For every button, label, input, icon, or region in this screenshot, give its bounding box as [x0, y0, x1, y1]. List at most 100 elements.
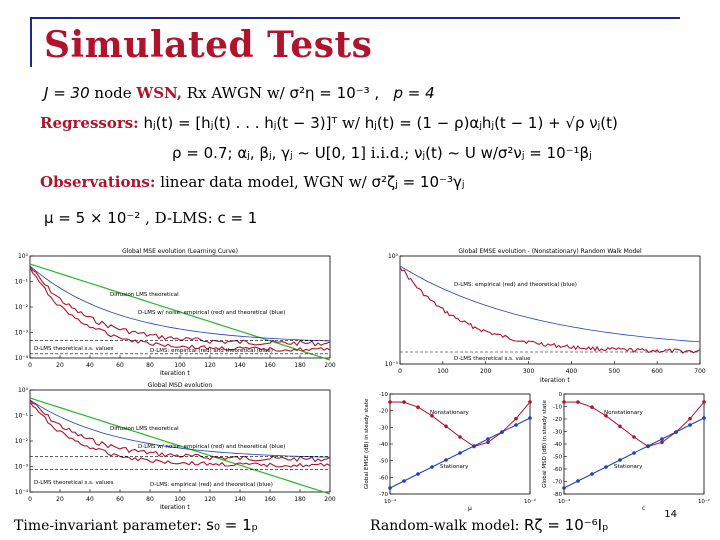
x-tick-label: 160: [264, 496, 276, 503]
annotation-ss: D-LMS theoretical s.s. values: [34, 346, 114, 352]
x-tick-label: 10⁻²: [524, 498, 536, 505]
x-tick-label: 200: [480, 368, 492, 375]
x-tick-label: 400: [566, 368, 578, 375]
setup-line-4: Observations: linear data model, WGN w/ …: [40, 173, 464, 191]
annotation-ss: D-LMS theoretical s.s. values: [34, 480, 114, 486]
y-tick-label: -50: [553, 455, 562, 461]
x-tick-label: 100: [174, 496, 186, 503]
x-tick-label: 100: [437, 368, 449, 375]
nu-distribution: νⱼ(t) ∼ U: [414, 144, 476, 162]
stationary-point: [632, 451, 636, 455]
stationary-point: [514, 423, 518, 427]
regressor-model: hⱼ(t) = (1 − ρ)αⱼhⱼ(t − 1) + √ρ νⱼ(t): [364, 114, 618, 132]
x-tick-label: 40: [86, 362, 94, 369]
wsn-label: WSN,: [136, 84, 183, 102]
annotation-ss: D-LMS theoretical s.s. value: [454, 356, 531, 362]
y-tick-label: 10⁻¹: [15, 413, 29, 420]
x-tick-label: 120: [204, 496, 216, 503]
y-tick-label: -20: [379, 409, 388, 415]
stationary-point: [500, 430, 504, 434]
y-tick-label: 10⁻⁴: [15, 489, 29, 496]
y-axis-label: Global EMSE (dB) in steady state: [364, 398, 370, 489]
x-tick-label: 200: [324, 362, 336, 369]
x-axis-label: Iteration t: [160, 370, 190, 376]
x-tick-label: 140: [234, 496, 246, 503]
x-tick-label: 0: [398, 368, 402, 375]
chart-title: Global MSE evolution (Learning Curve): [122, 248, 238, 255]
annotation-dlms: D-LMS: empirical (red) and theoretical (…: [150, 482, 273, 488]
x-tick-label: 180: [294, 496, 306, 503]
chart-msd-evolution: Global MSD evolution 0 20 40 60 80 100 120 140 16…: [8, 378, 338, 512]
chart-mse-learning-curve: Global MSE evolution (Learning Curve) 0 20…: [8, 244, 338, 376]
stationary-point: [430, 465, 434, 469]
observation-variance: σ²ζⱼ = 10⁻³γⱼ: [371, 173, 465, 191]
y-tick-label: 10⁻⁵: [385, 361, 399, 368]
plot-area: [563, 393, 705, 495]
stationary-point: [702, 416, 706, 420]
setup-line-3: ρ = 0.7; αⱼ, βⱼ, γⱼ ∼ U[0, 1] i.i.d.; νⱼ…: [172, 144, 592, 162]
x-tick-label: 0: [28, 362, 32, 369]
plot-area: [399, 255, 701, 365]
annotation-dlms: D-LMS: empirical (red) and theoretical (…: [150, 348, 273, 354]
stationary-point: [416, 472, 420, 476]
x-tick-label: 500: [609, 368, 621, 375]
nonstationary-point: [402, 400, 406, 404]
y-tick-label: 0: [559, 392, 563, 398]
setup-line-5: μ = 5 × 10⁻² , D-LMS: c = 1: [44, 209, 257, 227]
rx-awgn-text: Rx AWGN w/: [186, 84, 285, 102]
annotation-dlms-noise: D-LMS w/ noise: empirical (red) and theo…: [138, 444, 285, 450]
diffusion-lms-line: [29, 397, 331, 495]
nonstationary-point: [660, 440, 664, 445]
y-tick-label: -70: [379, 492, 388, 498]
stationary-point: [618, 458, 622, 462]
y-tick-label: -40: [553, 442, 562, 448]
chart-emse-random-walk: Global EMSE evolution - (Nonstationary) …: [378, 244, 708, 384]
stationary-point: [528, 416, 532, 420]
x-tick-label: 60: [116, 362, 124, 369]
nonstationary-point: [528, 400, 532, 404]
nonstationary-point: [458, 435, 462, 439]
x-tick-label: 10⁻⁴: [384, 498, 397, 505]
dlms-theoretical-line: [399, 265, 701, 343]
nonstationary-point: [444, 424, 448, 429]
caption-right: Random-walk model: Rζ = 10⁻⁶Iₚ: [370, 516, 609, 534]
y-tick-label: 10⁰: [18, 387, 29, 394]
caption-left-text: Time-invariant parameter:: [14, 518, 202, 534]
x-tick-label: 700: [694, 368, 706, 375]
dlms-text: , D-LMS:: [145, 209, 213, 227]
stationary-point: [458, 451, 462, 455]
stationary-point: [402, 479, 406, 483]
y-tick-label: -10: [379, 392, 388, 398]
stationary-point: [674, 430, 678, 434]
x-tick-label: 140: [234, 362, 246, 369]
y-tick-label: -70: [553, 480, 562, 486]
x-tick-label: 10⁻²: [698, 498, 710, 505]
stationary-point: [660, 437, 664, 441]
x-tick-label: 60: [116, 496, 124, 503]
nodes-count: J = 30: [44, 84, 90, 102]
text-node: node: [94, 84, 132, 102]
y-tick-label: -30: [553, 430, 562, 436]
stationary-point: [562, 486, 566, 490]
nonstationary-point: [702, 400, 706, 404]
x-tick-label: 0: [28, 496, 32, 503]
y-tick-label: -40: [379, 442, 388, 448]
x-tick-label: 120: [204, 362, 216, 369]
stationary-point: [472, 444, 476, 448]
setup-line-1: J = 30 node WSN, Rx AWGN w/ σ²η = 10⁻³ ,…: [44, 84, 435, 102]
nonstationary-point: [562, 400, 566, 404]
noise-variance: σ²η = 10⁻³ ,: [289, 84, 380, 102]
annotation-dlms: D-LMS: empirical (red) and theoretical (…: [454, 282, 577, 288]
y-tick-label: 10⁻³: [15, 330, 29, 337]
y-tick-label: 10⁻³: [15, 464, 29, 471]
chart-emse-vs-mu: 10⁻⁴ 10⁻² -10 -20 -30 -40 -50 -60 -70 Global EMSE…: [362, 384, 540, 514]
y-tick-label: -80: [553, 492, 562, 498]
nonstationary-point: [576, 400, 580, 404]
c-value: c = 1: [217, 209, 258, 227]
dlms-noise-empirical-line: [29, 265, 331, 347]
plot-area: [389, 393, 531, 495]
slide-frame-top: [30, 17, 680, 19]
nonstationary-point: [618, 424, 622, 429]
x-tick-label: 20: [56, 496, 64, 503]
slide-title: Simulated Tests: [44, 24, 373, 66]
